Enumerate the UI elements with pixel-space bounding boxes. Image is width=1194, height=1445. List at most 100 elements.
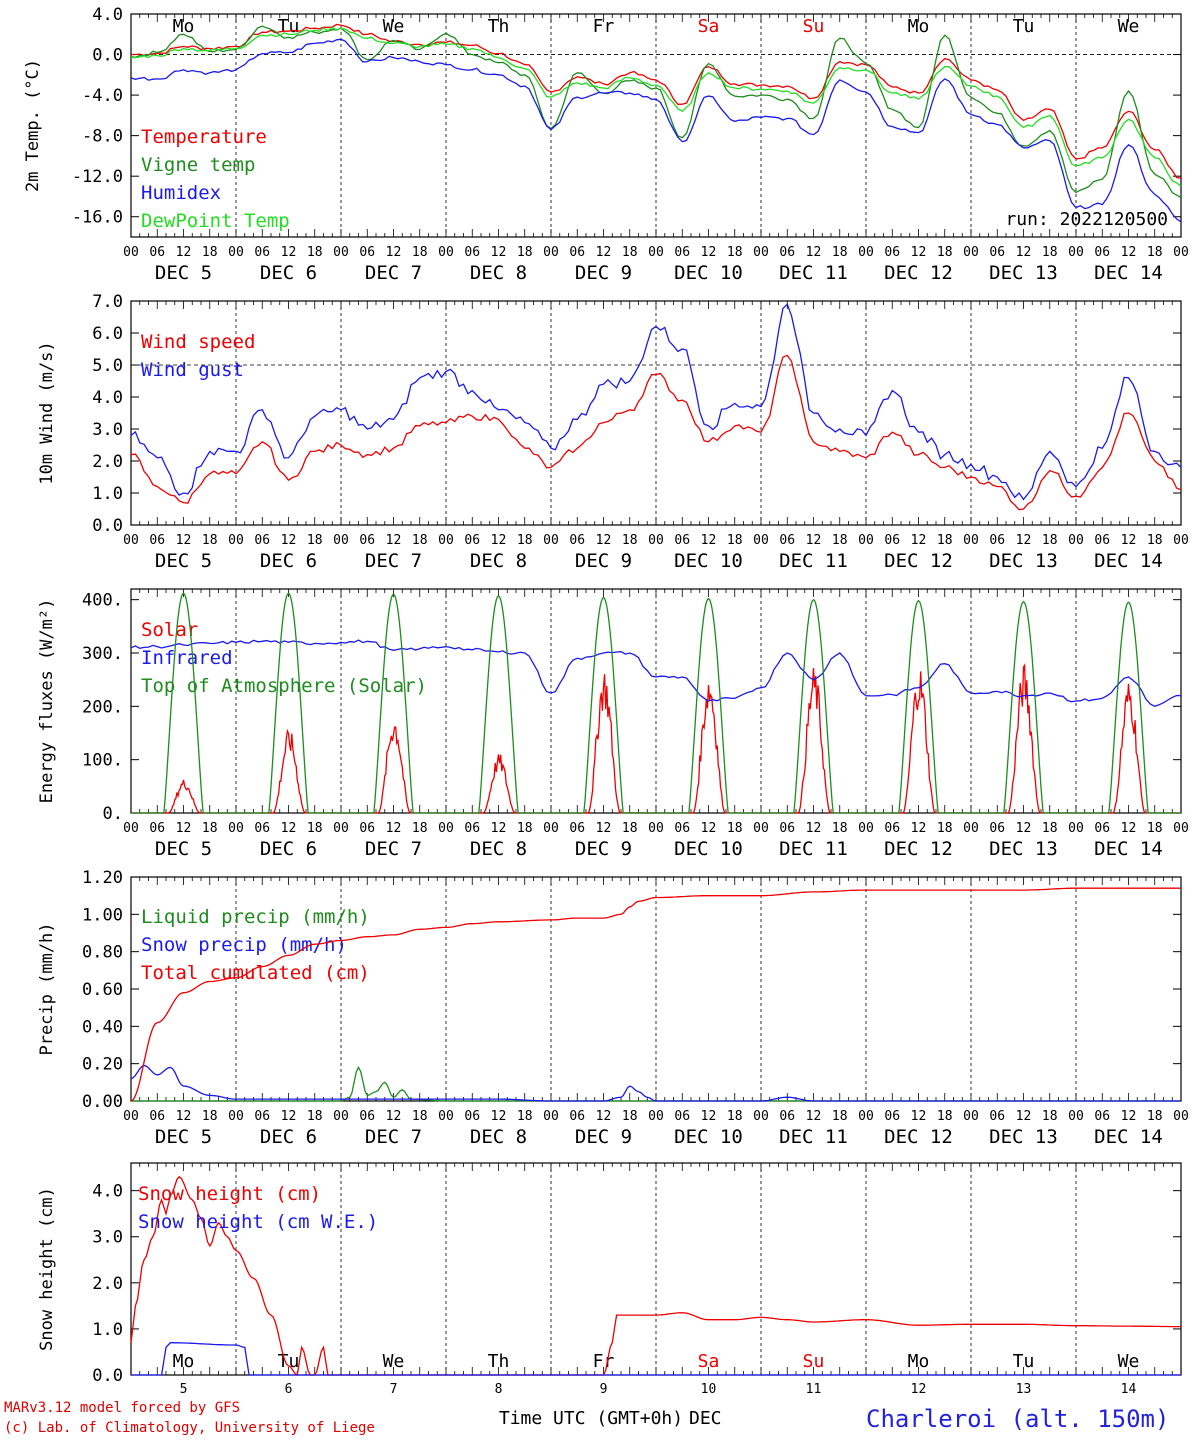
hour-label: 18 — [307, 533, 323, 548]
hour-label: 00 — [228, 245, 244, 260]
temperature-series-3 — [131, 26, 1182, 187]
hour-label: 00 — [963, 1109, 979, 1124]
legend-entry: Snow height (cm W.E.) — [138, 1211, 378, 1233]
weekday-label: Th — [488, 1351, 510, 1372]
y-tick-label: 0. — [103, 804, 123, 824]
weekday-label: We — [1118, 16, 1140, 37]
x-axis-label-suffix: DEC — [689, 1408, 722, 1429]
weekday-label: Tu — [278, 1351, 300, 1372]
legend-entry: Infrared — [141, 647, 233, 669]
y-tick-label: 5.0 — [92, 356, 123, 376]
hour-label: 12 — [596, 1109, 612, 1124]
day-label: DEC 5 — [155, 550, 212, 572]
day-label: DEC 10 — [674, 262, 743, 284]
day-label: DEC 8 — [470, 838, 527, 860]
hour-label: 12 — [281, 821, 297, 836]
hour-label: 00 — [333, 245, 349, 260]
day-label: DEC 11 — [779, 262, 848, 284]
day-label: DEC 5 — [155, 1126, 212, 1148]
day-label: DEC 6 — [260, 1126, 317, 1148]
hour-label: 12 — [596, 245, 612, 260]
hour-label: 18 — [727, 245, 743, 260]
hour-label: 00 — [228, 533, 244, 548]
weekday-label: Sa — [698, 16, 720, 37]
hour-label: 12 — [911, 1109, 927, 1124]
hour-label: 18 — [1042, 821, 1058, 836]
y-tick-label: 0.40 — [82, 1017, 123, 1037]
y-tick-label: 100. — [82, 751, 123, 771]
hour-label: 06 — [464, 821, 480, 836]
hour-label: 18 — [622, 533, 638, 548]
credit-line-1: MARv3.12 model forced by GFS — [4, 1400, 241, 1416]
day-number-label: 12 — [911, 1382, 927, 1397]
hour-label: 18 — [832, 821, 848, 836]
hour-label: 00 — [753, 1109, 769, 1124]
hour-label: 12 — [911, 245, 927, 260]
hour-label: 06 — [569, 1109, 585, 1124]
hour-label: 06 — [674, 821, 690, 836]
y-tick-label: 7.0 — [92, 292, 123, 312]
energy-series-2 — [131, 592, 1181, 814]
snow-series-0 — [130, 1175, 1181, 1377]
legend-entry: Total cumulated (cm) — [141, 962, 370, 984]
hour-label: 06 — [779, 1109, 795, 1124]
hour-label: 12 — [806, 1109, 822, 1124]
y-tick-label: 0.80 — [82, 943, 123, 963]
hour-label: 12 — [176, 821, 192, 836]
day-label: DEC 11 — [779, 1126, 848, 1148]
y-tick-label: -16.0 — [72, 208, 123, 228]
hour-label: 00 — [543, 1109, 559, 1124]
hour-label: 06 — [989, 533, 1005, 548]
hour-label: 18 — [412, 821, 428, 836]
hour-label: 12 — [596, 821, 612, 836]
hour-label: 00 — [123, 1109, 139, 1124]
hour-label: 12 — [701, 821, 717, 836]
day-label: DEC 12 — [884, 1126, 953, 1148]
hour-label: 12 — [1016, 533, 1032, 548]
hour-label: 18 — [937, 821, 953, 836]
hour-label: 12 — [701, 1109, 717, 1124]
day-label: DEC 11 — [779, 550, 848, 572]
hour-label: 06 — [254, 1109, 270, 1124]
hour-label: 18 — [832, 1109, 848, 1124]
hour-label: 00 — [1173, 533, 1189, 548]
hour-label: 12 — [386, 821, 402, 836]
hour-label: 12 — [491, 1109, 507, 1124]
y-tick-label: 3.0 — [92, 420, 123, 440]
day-label: DEC 8 — [470, 550, 527, 572]
hour-label: 18 — [622, 1109, 638, 1124]
hour-label: 00 — [333, 533, 349, 548]
day-label: DEC 12 — [884, 550, 953, 572]
weekday-label: Fr — [593, 16, 615, 37]
hour-label: 18 — [307, 1109, 323, 1124]
y-tick-label: 0.0 — [92, 1366, 123, 1386]
hour-label: 18 — [1147, 821, 1163, 836]
hour-label: 00 — [438, 821, 454, 836]
y-tick-label: 1.0 — [92, 484, 123, 504]
hour-label: 18 — [517, 1109, 533, 1124]
hour-label: 12 — [386, 1109, 402, 1124]
hour-label: 00 — [438, 533, 454, 548]
hour-label: 06 — [149, 821, 165, 836]
day-number-label: 5 — [180, 1382, 188, 1397]
hour-label: 00 — [858, 821, 874, 836]
day-number-label: 11 — [806, 1382, 822, 1397]
hour-label: 18 — [1042, 533, 1058, 548]
day-label: DEC 6 — [260, 838, 317, 860]
day-label: DEC 9 — [575, 550, 632, 572]
hour-label: 12 — [491, 821, 507, 836]
hour-label: 18 — [622, 821, 638, 836]
hour-label: 00 — [543, 533, 559, 548]
legend-entry: Wind speed — [141, 331, 255, 353]
hour-label: 18 — [202, 1109, 218, 1124]
hour-label: 06 — [359, 245, 375, 260]
hour-label: 00 — [1068, 533, 1084, 548]
hour-label: 12 — [386, 533, 402, 548]
temperature-frame — [130, 13, 1182, 238]
y-tick-label: 4.0 — [92, 1182, 123, 1202]
temperature-series-0 — [131, 23, 1182, 179]
hour-label: 18 — [1147, 1109, 1163, 1124]
weekday-label: Tu — [1013, 16, 1035, 37]
hour-label: 00 — [543, 245, 559, 260]
